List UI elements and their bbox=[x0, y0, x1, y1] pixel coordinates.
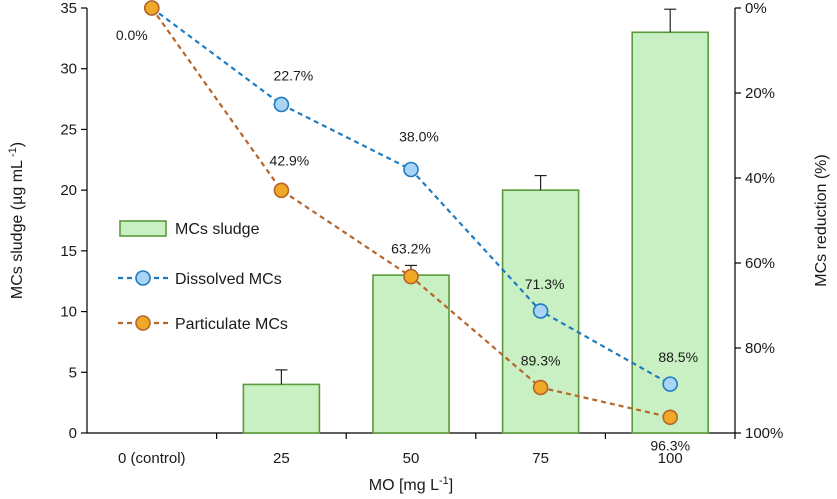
legend-label-sludge: MCs sludge bbox=[175, 221, 260, 238]
particulate-point bbox=[144, 0, 160, 16]
y-left-tick-label: 10 bbox=[60, 304, 77, 321]
legend-label: Particulate MCs bbox=[175, 316, 288, 333]
y-right-tick-label: 100% bbox=[745, 425, 783, 442]
y-right-tick-label: 80% bbox=[745, 340, 775, 357]
y-left-tick-label: 30 bbox=[60, 61, 77, 78]
x-axis-title: MO [mg L-1] bbox=[369, 475, 453, 494]
particulate-point bbox=[403, 268, 419, 285]
y-right-tick-label: 20% bbox=[745, 85, 775, 102]
y-left-tick-label: 25 bbox=[60, 121, 77, 138]
y-axis-left-title: MCs sludge (µg mL -1) bbox=[7, 142, 26, 299]
particulate-point bbox=[662, 409, 679, 426]
y-right-tick-label: 0% bbox=[745, 0, 767, 17]
data-labels-layer: 0.0% 22.7% 38.0% 71.3% 88.5% 42.9% 63.2% 89.3% 9… bbox=[116, 27, 698, 453]
legend: MCs sludge Dissolved MCs Particulate MCs bbox=[118, 220, 288, 333]
data-label: 96.3% bbox=[650, 437, 690, 453]
legend-bar-swatch bbox=[119, 220, 167, 237]
data-label: 42.9% bbox=[270, 152, 310, 168]
bar bbox=[631, 31, 710, 434]
dissolved-point bbox=[403, 161, 419, 178]
y-left-tick-label: 15 bbox=[60, 243, 77, 260]
legend-marker-swatch bbox=[135, 270, 151, 286]
y-left-tick-label: 5 bbox=[69, 364, 77, 381]
y-right-tick-label: 60% bbox=[745, 255, 775, 272]
particulate-point bbox=[532, 379, 549, 396]
legend-marker-swatch bbox=[135, 315, 151, 331]
x-tick-label: 100 bbox=[658, 450, 683, 467]
x-tick-label: 0 (control) bbox=[118, 450, 186, 467]
y-axis-right-title: MCs reduction (%) bbox=[813, 154, 830, 286]
data-label: 89.3% bbox=[521, 353, 561, 369]
data-label: 71.3% bbox=[525, 276, 565, 292]
y-left-tick-label: 0 bbox=[69, 425, 77, 442]
bar bbox=[242, 383, 321, 434]
particulate-point bbox=[273, 182, 290, 199]
data-label: 0.0% bbox=[116, 27, 148, 43]
dissolved-point bbox=[532, 303, 549, 319]
x-tick-label: 50 bbox=[403, 450, 420, 467]
legend-label: Dissolved MCs bbox=[175, 271, 282, 288]
bar bbox=[372, 274, 450, 434]
axes: 0 5 10 15 20 25 30 35 0% 20% 40% 60% 80% 100% 0 (contr… bbox=[7, 0, 830, 494]
y-left-tick-label: 20 bbox=[60, 182, 77, 199]
dissolved-point bbox=[662, 376, 679, 392]
x-tick-label: 75 bbox=[532, 450, 549, 467]
data-label: 63.2% bbox=[391, 241, 431, 257]
x-tick-label: 25 bbox=[273, 450, 290, 467]
y-left-tick-label: 35 bbox=[60, 0, 77, 17]
y-right-tick-label: 40% bbox=[745, 170, 775, 187]
dissolved-point bbox=[273, 96, 290, 113]
data-label: 38.0% bbox=[399, 129, 439, 145]
data-label: 88.5% bbox=[658, 349, 698, 365]
lines-layer bbox=[144, 0, 679, 426]
data-label: 22.7% bbox=[274, 67, 314, 83]
